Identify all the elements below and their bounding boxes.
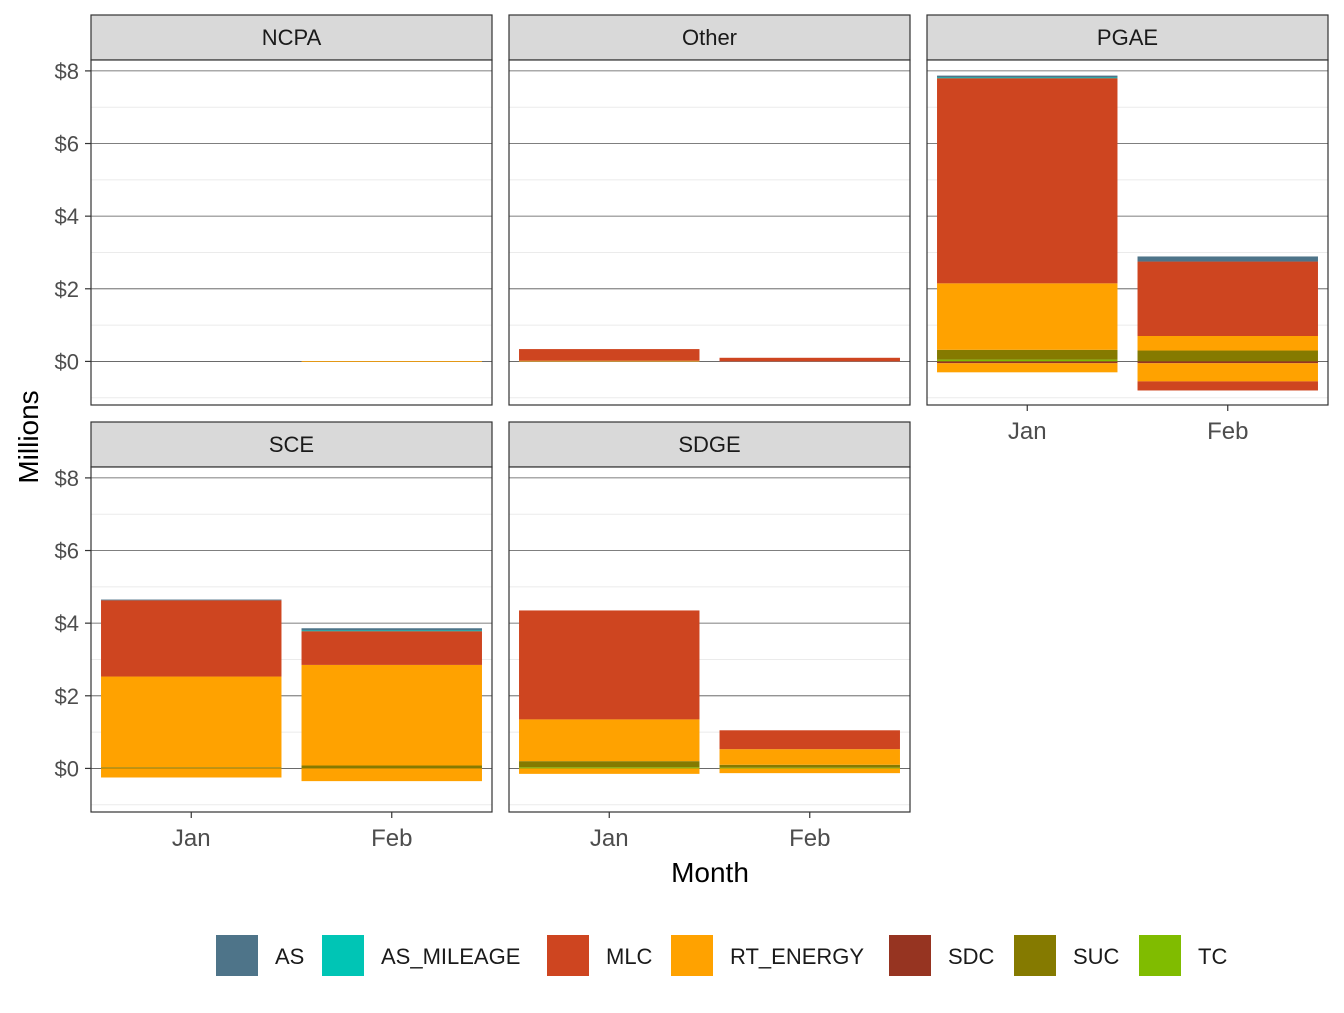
facet-label: NCPA (262, 25, 322, 50)
x-tick-label: Jan (1008, 418, 1047, 445)
legend-label-rt_energy: RT_ENERGY (730, 944, 864, 969)
panel-background (91, 60, 492, 405)
bar-feb-mlc (301, 631, 482, 665)
panel-other: Other (508, 14, 911, 406)
legend-label-suc: SUC (1073, 944, 1120, 969)
y-tick-label: $2 (55, 277, 79, 302)
bar-feb-as (1137, 256, 1318, 262)
bar-jan-mlc (519, 349, 700, 361)
x-tick-label: Feb (371, 825, 412, 852)
legend-swatch-suc (1014, 935, 1056, 976)
panel-border (508, 466, 911, 813)
x-tick-label: Jan (172, 825, 211, 852)
bar-feb-mlc (719, 357, 900, 362)
y-axis-title: Millions (13, 390, 44, 483)
bar-feb-rt_energy (301, 664, 482, 766)
legend-swatch-as_mileage (322, 935, 364, 976)
bar-jan-rt_energy_neg (519, 768, 700, 774)
facet-strip (508, 14, 911, 61)
panel-sdge: SDGE Jan Feb (508, 421, 911, 852)
bar-feb-rt_energy_neg (301, 768, 482, 782)
x-tick-label: Jan (590, 825, 629, 852)
facet-strip (90, 14, 493, 61)
bar-jan-suc (519, 761, 700, 768)
bar-feb-rt_energy_neg (1137, 363, 1318, 382)
bar-jan-rt_energy_neg (937, 363, 1118, 373)
x-tick-label: Feb (1207, 418, 1248, 445)
bar-jan-rt_energy (519, 719, 700, 762)
legend-label-as_mileage: AS_MILEAGE (381, 944, 520, 969)
legend-label-sdc: SDC (948, 944, 995, 969)
y-tick-label: $8 (55, 59, 79, 84)
y-tick-label: $0 (55, 349, 79, 374)
bar-jan-tc (519, 767, 700, 769)
bar-jan-tc (937, 359, 1118, 362)
legend-label-mlc: MLC (606, 944, 653, 969)
bar-feb-tc (719, 767, 900, 769)
panel-sce: SCE $0 $2 $4 $6 $8 Jan Feb (55, 421, 493, 852)
panel-pgae: PGAE Jan Feb (926, 14, 1329, 445)
bar-jan-as (937, 75, 1118, 78)
bar-feb-mlc_neg (1137, 381, 1318, 391)
bar-jan-mlc (101, 600, 282, 677)
facet-label: PGAE (1097, 25, 1158, 50)
panel-border (90, 59, 493, 406)
legend: AS AS_MILEAGE MLC RT_ENERGY SDC SUC TC (216, 935, 1227, 976)
legend-swatch-tc (1139, 935, 1181, 976)
bar-jan-rt_energy (519, 360, 700, 362)
y-tick-label: $6 (55, 539, 79, 564)
y-tick-label: $4 (55, 204, 79, 229)
panel-background (509, 60, 910, 405)
facet-strip (508, 421, 911, 468)
bar-jan-rt_energy (101, 676, 282, 768)
x-tick-label: Feb (789, 825, 830, 852)
bar-jan-sdc (937, 361, 1118, 364)
bar-feb-suc (301, 765, 482, 769)
bar-jan-rt_energy (937, 283, 1118, 350)
facet-label: SCE (269, 432, 314, 457)
bar-jan-suc (101, 767, 282, 769)
bar-feb-rt_energy_neg (719, 768, 900, 774)
bar-feb-suc (1137, 350, 1318, 362)
bar-jan-as_mileage (937, 77, 1118, 79)
panel-border (90, 466, 493, 813)
bar-feb-suc (719, 764, 900, 768)
bar-feb-mlc (719, 730, 900, 750)
bar-feb-rt_energy (1137, 336, 1318, 351)
bar-feb-sdc (1137, 361, 1318, 364)
bar-feb-rt_energy (719, 749, 900, 765)
bar-jan-mlc (519, 610, 700, 720)
facet-strip (926, 14, 1329, 61)
legend-swatch-mlc (547, 935, 589, 976)
legend-label-as: AS (275, 944, 304, 969)
bar-jan-as (101, 599, 282, 601)
y-tick-label: $8 (55, 466, 79, 491)
bar-feb-rt_energy (301, 361, 482, 362)
facet-label: SDGE (678, 432, 740, 457)
bar-feb-mlc (1137, 261, 1318, 336)
y-tick-label: $4 (55, 611, 79, 636)
panel-border (926, 59, 1329, 406)
legend-swatch-sdc (889, 935, 931, 976)
legend-swatch-as (216, 935, 258, 976)
x-axis-title: Month (671, 857, 749, 888)
y-tick-label: $2 (55, 684, 79, 709)
y-tick-label: $0 (55, 756, 79, 781)
bar-feb-as_mileage (301, 630, 482, 632)
panel-ncpa: NCPA $0 $2 $4 $6 $8 (55, 14, 493, 406)
bar-feb-as (301, 628, 482, 631)
legend-label-tc: TC (1198, 944, 1227, 969)
facet-label: Other (682, 25, 737, 50)
legend-swatch-rt_energy (671, 935, 713, 976)
bar-jan-rt_energy_neg (101, 768, 282, 778)
bar-jan-suc (937, 349, 1118, 360)
y-tick-label: $6 (55, 132, 79, 157)
panel-border (508, 59, 911, 406)
bar-jan-mlc (937, 78, 1118, 284)
